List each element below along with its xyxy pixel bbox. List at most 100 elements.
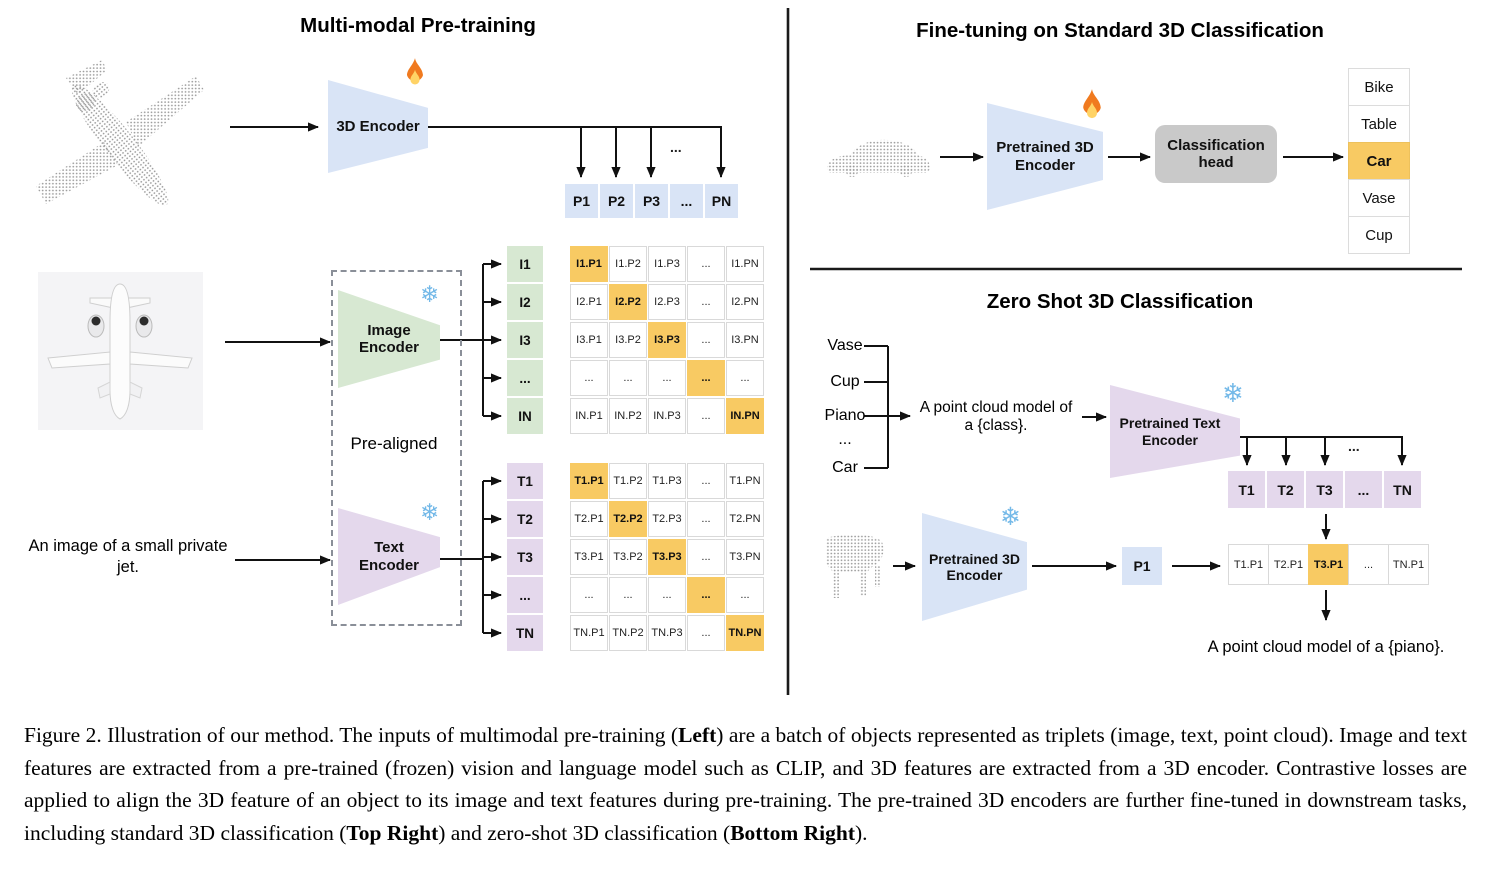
matrix-cell: ... xyxy=(687,322,725,358)
classification-head: Classification head xyxy=(1155,125,1277,183)
matrix-cell: T2.PN xyxy=(726,501,764,537)
matrix-cell: I3.PN xyxy=(726,322,764,358)
zeroshot-result-caption: A point cloud model of a {piano}. xyxy=(1207,638,1445,656)
finetune-encoder-label: Pretrained 3D Encoder xyxy=(996,139,1094,174)
prompt-text: A point cloud model of a {class}. xyxy=(919,399,1073,435)
matrix-cell: TN.PN xyxy=(726,615,764,651)
text-logit-matrix: T1.P1 T1.P2 T1.P3... T1.PN T2.P1 T2.P2 T2.P3..… xyxy=(570,463,764,651)
zeroshot-class-item: Piano xyxy=(824,407,866,424)
matrix-cell: ... xyxy=(570,577,608,613)
t-cell: T3 xyxy=(1306,471,1343,508)
text-feature-label: TN xyxy=(507,615,543,651)
matrix-cell: IN.P3 xyxy=(648,398,686,434)
matrix-cell: ... xyxy=(726,577,764,613)
matrix-cell: I1.P2 xyxy=(609,246,647,282)
encoder-3d-label: 3D Encoder xyxy=(336,117,420,135)
t-cell: TN xyxy=(1384,471,1421,508)
matrix-cell: ... xyxy=(609,577,647,613)
matrix-cell: T1.P1 xyxy=(570,463,608,499)
finetune-title: Fine-tuning on Standard 3D Classificatio… xyxy=(916,19,1324,42)
caption-segment: Figure 2. Illustration of our method. Th… xyxy=(24,723,679,747)
matrix-cell: T2.P1 xyxy=(570,501,608,537)
matrix-cell: T3.P3 xyxy=(648,539,686,575)
matrix-cell: T1.P2 xyxy=(609,463,647,499)
caption-bold-segment: Left xyxy=(678,723,717,747)
image-encoder-label: Image Encoder xyxy=(358,321,419,356)
p-cell: ... xyxy=(670,184,703,218)
prealigned-label: Pre-aligned xyxy=(350,434,438,453)
matrix-cell: T3.P1 xyxy=(570,539,608,575)
matrix-cell: T3.P2 xyxy=(609,539,647,575)
text-feature-label: T1 xyxy=(507,463,543,499)
ellipsis: ... xyxy=(1348,438,1360,454)
matrix-cell: T1.PN xyxy=(726,463,764,499)
matrix-cell: ... xyxy=(726,360,764,396)
matrix-cell: T1.P3 xyxy=(648,463,686,499)
matrix-cell: ... xyxy=(687,615,725,651)
zeroshot-arrows xyxy=(864,345,1407,621)
similarity-cell: TN.P1 xyxy=(1388,544,1429,585)
matrix-cell: IN.P2 xyxy=(609,398,647,434)
matrix-cell: ... xyxy=(570,360,608,396)
matrix-cell: ... xyxy=(687,463,725,499)
text-encoder-label: Text Encoder xyxy=(358,539,419,574)
matrix-cell: ... xyxy=(687,360,725,396)
snowflake-icon: ❄ xyxy=(420,281,440,307)
point-feature-cell: P1 xyxy=(1122,547,1162,585)
zeroshot-class-list: Vase Cup Piano... Car xyxy=(815,337,875,477)
matrix-cell: I1.PN xyxy=(726,246,764,282)
matrix-cell: I1.P1 xyxy=(570,246,608,282)
matrix-cell: I2.P1 xyxy=(570,284,608,320)
similarity-row: T1.P1 T2.P1 T3.P1... TN.P1 xyxy=(1228,544,1429,585)
caption-bold-segment: Top Right xyxy=(346,820,439,845)
matrix-cell: I3.P3 xyxy=(648,322,686,358)
zeroshot-class-item: Vase xyxy=(827,337,863,354)
matrix-cell: I2.P3 xyxy=(648,284,686,320)
matrix-cell: ... xyxy=(687,398,725,434)
classification-head-label: Classification head xyxy=(1167,136,1265,171)
class-item: Bike xyxy=(1348,68,1410,106)
airplane-photo xyxy=(38,272,203,430)
matrix-cell: TN.P3 xyxy=(648,615,686,651)
matrix-cell: I2.PN xyxy=(726,284,764,320)
connector-overlay xyxy=(225,8,1462,695)
matrix-cell: TN.P1 xyxy=(570,615,608,651)
matrix-cell: T2.P2 xyxy=(609,501,647,537)
image-feature-labels: I1 I2 I3... IN xyxy=(507,246,543,434)
p-cell: PN xyxy=(705,184,738,218)
matrix-cell: ... xyxy=(687,577,725,613)
caption-segment: ) are a batch of objects represented as … xyxy=(24,723,1467,845)
text-feature-label: T3 xyxy=(507,539,543,575)
class-item: Car xyxy=(1348,142,1410,180)
text-feature-label: T2 xyxy=(507,501,543,537)
caption-segment: ). xyxy=(855,820,868,845)
similarity-cell: ... xyxy=(1348,544,1389,585)
matrix-cell: ... xyxy=(648,360,686,396)
zeroshot-class-item: ... xyxy=(838,431,852,448)
piano-point-cloud xyxy=(826,534,884,598)
class-item: Vase xyxy=(1348,179,1410,217)
prealigned-box xyxy=(331,270,462,626)
snowflake-icon: ❄ xyxy=(1222,378,1244,408)
matrix-cell: I2.P2 xyxy=(609,284,647,320)
text-feature-label: ... xyxy=(507,577,543,613)
matrix-cell: TN.P2 xyxy=(609,615,647,651)
text-input-caption: An image of a small private jet. xyxy=(28,537,228,577)
p-cell: P2 xyxy=(600,184,633,218)
matrix-cell: ... xyxy=(687,539,725,575)
matrix-cell: I3.P2 xyxy=(609,322,647,358)
matrix-cell: ... xyxy=(609,360,647,396)
zeroshot-class-item: Cup xyxy=(830,373,860,390)
class-list: Bike Table Car Vase Cup xyxy=(1348,68,1410,254)
fire-icon xyxy=(1083,89,1101,119)
pretrained-text-encoder-label: Pretrained Text Encoder xyxy=(1119,415,1221,448)
image-logit-matrix: I1.P1 I1.P2 I1.P3... I1.PN I2.P1 I2.P2 I2.P3..… xyxy=(570,246,764,434)
zeroshot-3d-encoder-label: Pretrained 3D Encoder xyxy=(928,550,1021,583)
panel-dividers xyxy=(786,8,1462,695)
snowflake-icon: ❄ xyxy=(420,499,440,525)
matrix-cell: T2.P3 xyxy=(648,501,686,537)
class-item: Cup xyxy=(1348,216,1410,254)
p-cell: P3 xyxy=(635,184,668,218)
matrix-cell: ... xyxy=(687,284,725,320)
